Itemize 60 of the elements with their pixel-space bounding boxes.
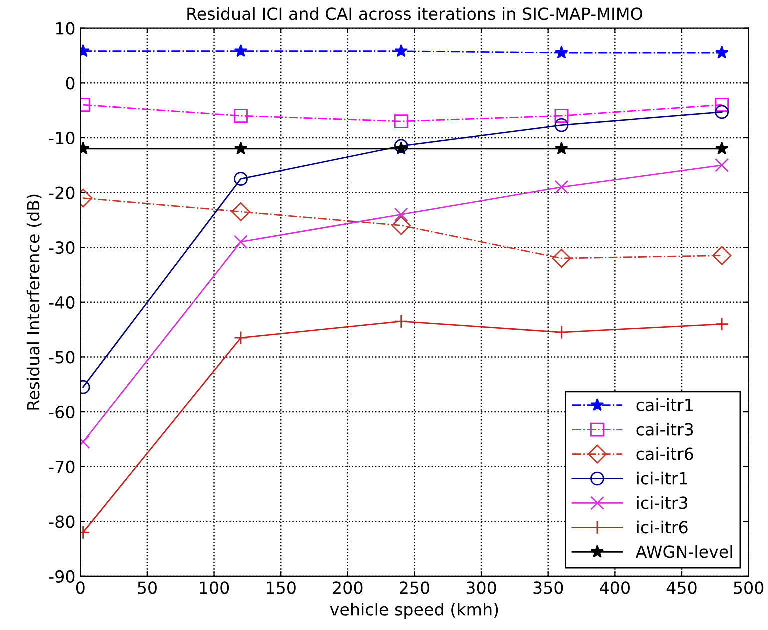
legend-label: AWGN-level: [636, 545, 732, 558]
x-tick-label: 150: [267, 582, 296, 594]
legend-label: cai-itr6: [636, 447, 694, 460]
point: [555, 142, 568, 155]
y-tick-label: -50: [49, 351, 75, 364]
point: [234, 142, 248, 155]
y-tick-label: -10: [49, 132, 75, 145]
y-tick-label: -90: [49, 570, 75, 584]
point: [715, 105, 730, 120]
point: [394, 44, 408, 58]
legend-label: cai-itr1: [636, 398, 693, 412]
x-tick-label: 200: [333, 582, 363, 594]
point: [715, 317, 730, 332]
x-tick-label: 100: [200, 582, 230, 594]
x-tick-label: 0: [76, 582, 85, 594]
legend-label: ici-itr6: [637, 520, 688, 534]
point: [555, 46, 568, 59]
y-tick-label: -70: [49, 460, 75, 474]
point: [394, 139, 408, 154]
y-tick-label: -30: [49, 242, 75, 254]
point: [234, 44, 248, 58]
point: [394, 314, 408, 329]
legend-label: cai-itr3: [636, 423, 694, 436]
point: [234, 331, 248, 345]
y-tick-label: -60: [49, 406, 75, 419]
x-tick-label: 50: [138, 582, 157, 594]
point: [394, 142, 408, 155]
point: [554, 118, 569, 132]
y-tick-label: 10: [56, 22, 75, 35]
y-tick-label: -40: [49, 296, 75, 309]
point: [234, 235, 248, 250]
point: [712, 246, 732, 266]
x-tick-label: 450: [666, 582, 697, 594]
point: [394, 208, 408, 222]
legend-label: ici-itr1: [637, 472, 688, 485]
x-tick-label: 350: [534, 582, 564, 594]
y-tick-label: -80: [49, 516, 75, 528]
point: [554, 109, 569, 123]
point: [554, 326, 569, 340]
y-tick-label: 0: [66, 77, 75, 90]
point: [231, 202, 251, 222]
point: [234, 172, 248, 186]
y-tick-label: -20: [49, 186, 75, 200]
point: [715, 142, 729, 155]
x-tick-label: 500: [734, 582, 764, 594]
point: [234, 109, 248, 123]
y-axis-title: Residual Interference (dB): [26, 194, 42, 410]
x-axis-title: vehicle speed (kmh): [330, 602, 498, 620]
x-tick-label: 400: [600, 582, 630, 594]
point: [392, 216, 411, 236]
point: [715, 158, 730, 172]
point: [554, 180, 569, 194]
point: [715, 46, 729, 59]
point: [394, 114, 408, 128]
x-tick-label: 250: [400, 582, 430, 594]
point: [715, 98, 730, 112]
legend-label: ici-itr3: [637, 496, 688, 510]
chart-title: Residual ICI and CAI across iterations in SIC-MAP-MIMO: [188, 7, 642, 20]
x-tick-label: 300: [466, 582, 496, 594]
point: [552, 249, 572, 268]
